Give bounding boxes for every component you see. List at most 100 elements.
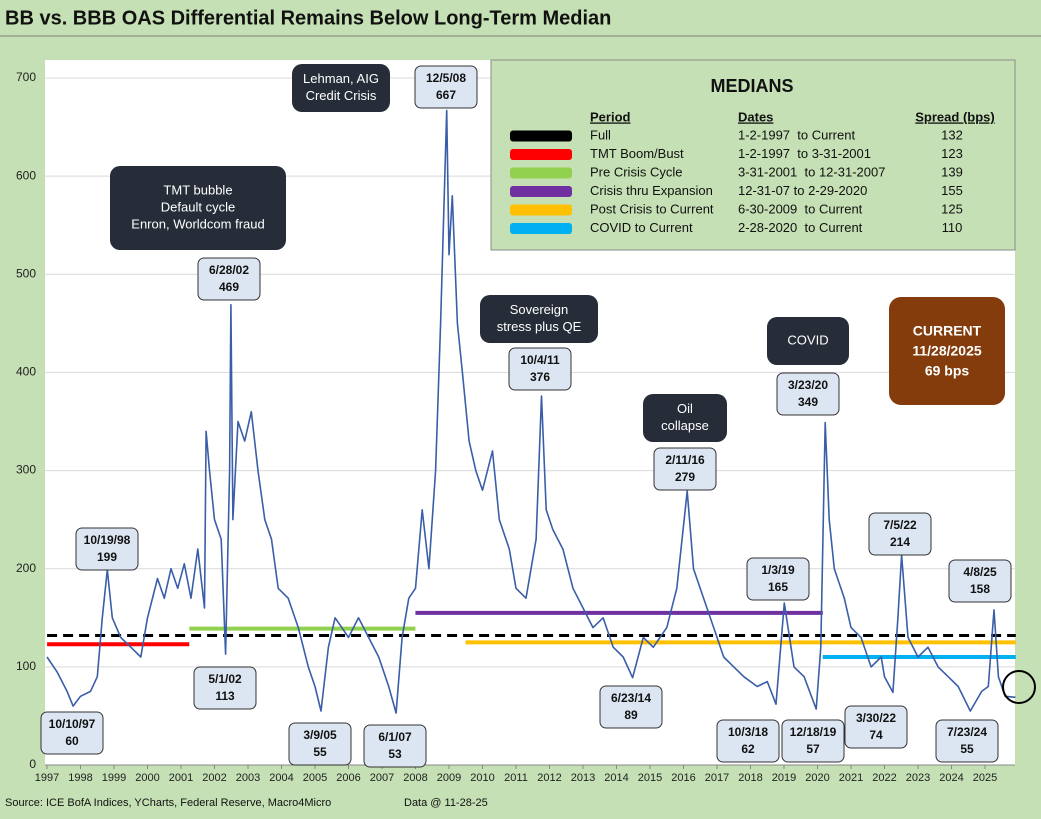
callout-date: 10/19/98	[84, 533, 131, 547]
medians-panel	[490, 59, 1016, 251]
x-tick-label: 2024	[939, 772, 963, 784]
callout-value: 199	[97, 550, 117, 564]
medians-header: Spread (bps)	[915, 109, 994, 124]
chart-title: BB vs. BBB OAS Differential Remains Belo…	[5, 7, 611, 29]
source: Source: ICE BofA Indices, YCharts, Feder…	[5, 797, 331, 809]
callout-box	[288, 722, 352, 766]
note-text: Credit Crisis	[306, 88, 377, 103]
callout-value: 74	[869, 728, 883, 742]
current-text: 69 bps	[925, 363, 970, 379]
callout-value: 62	[741, 742, 755, 756]
medians-dates: 1-2-1997 to Current	[738, 127, 855, 142]
callout-box	[193, 666, 257, 710]
medians-title: MEDIANS	[710, 76, 793, 96]
note-text: Enron, Worldcom fraud	[131, 216, 264, 231]
x-tick-label: 2025	[973, 772, 997, 784]
note-text: stress plus QE	[497, 319, 582, 334]
x-tick-label: 1998	[68, 772, 92, 784]
callout-date: 10/10/97	[49, 717, 96, 731]
callout-box	[948, 559, 1012, 603]
medians-swatch	[510, 130, 572, 142]
callout-date: 7/23/24	[947, 725, 987, 739]
callout-value: 214	[890, 535, 910, 549]
callout-box	[599, 685, 663, 729]
callout-date: 5/1/02	[208, 672, 242, 686]
callout-box	[197, 257, 261, 301]
callout-box	[508, 347, 572, 391]
note-box	[767, 317, 849, 365]
note-box	[480, 295, 598, 343]
y-tick-label: 100	[16, 659, 36, 673]
x-tick-label: 2007	[370, 772, 394, 784]
x-tick-label: 2008	[403, 772, 427, 784]
x-tick-label: 2016	[671, 772, 695, 784]
note-text: collapse	[661, 418, 709, 433]
callout-date: 12/5/08	[426, 71, 466, 85]
medians-dates: 1-2-1997 to 3-31-2001	[738, 146, 871, 161]
x-tick-label: 2017	[705, 772, 729, 784]
current-box	[889, 297, 1005, 405]
y-tick-label: 700	[16, 70, 36, 84]
x-tick-label: 2022	[872, 772, 896, 784]
callout-value: 376	[530, 370, 550, 384]
callout-date: 10/4/11	[520, 353, 560, 367]
x-tick-label: 2023	[906, 772, 930, 784]
callout-box	[414, 65, 478, 109]
medians-spread: 132	[941, 127, 963, 142]
medians-swatch	[510, 149, 572, 160]
medians-spread: 139	[941, 164, 963, 179]
callout-box	[40, 711, 104, 755]
x-tick-label: 2003	[236, 772, 260, 784]
x-tick-label: 2006	[336, 772, 360, 784]
x-tick-label: 2001	[169, 772, 193, 784]
callout-value: 165	[768, 580, 788, 594]
callout-date: 12/18/19	[790, 725, 837, 739]
medians-swatch	[510, 167, 572, 179]
note-box	[643, 394, 727, 442]
note-box	[110, 166, 286, 250]
x-tick-label: 2020	[805, 772, 829, 784]
x-tick-label: 1997	[35, 772, 59, 784]
callout-date: 1/3/19	[761, 563, 795, 577]
annotations: MEDIANS Period Dates Spread (bps) Full 1-2-19…	[40, 64, 1012, 768]
callout-date: 4/8/25	[963, 565, 997, 579]
medians-dates: 3-31-2001 to 12-31-2007	[738, 164, 885, 179]
x-tick-label: 1999	[102, 772, 126, 784]
callout-box	[75, 527, 139, 571]
medians-period: TMT Boom/Bust	[590, 146, 684, 161]
x-tick-label: 2004	[269, 772, 293, 784]
note-text: COVID	[787, 332, 828, 347]
callout-value: 469	[219, 280, 239, 294]
medians-swatch	[510, 223, 572, 234]
x-tick-label: 2018	[738, 772, 762, 784]
callout-date: 3/9/05	[303, 728, 337, 742]
medians-header: Dates	[738, 109, 773, 124]
medians-period: Post Crisis to Current	[590, 201, 714, 216]
x-tick-label: 2015	[638, 772, 662, 784]
callout-date: 6/1/07	[378, 730, 412, 744]
callout-date: 6/28/02	[209, 263, 249, 277]
callout-value: 55	[960, 742, 974, 756]
callout-box	[363, 724, 427, 768]
callout-value: 158	[970, 582, 990, 596]
callout-value: 53	[388, 747, 402, 761]
medians-header: Period	[590, 109, 631, 124]
medians-period: Crisis thru Expansion	[590, 183, 713, 198]
medians-period: Pre Crisis Cycle	[590, 164, 682, 179]
x-tick-label: 2005	[303, 772, 327, 784]
medians-dates: 6-30-2009 to Current	[738, 201, 863, 216]
current-marker	[1002, 670, 1036, 704]
callout-box	[781, 719, 845, 763]
callout-value: 667	[436, 88, 456, 102]
note-text: Lehman, AIG	[303, 71, 379, 86]
callout-box	[746, 557, 810, 601]
current-text: 11/28/2025	[912, 343, 982, 359]
note-text: Oil	[677, 401, 693, 416]
medians-swatch	[510, 204, 572, 216]
series-line	[46, 109, 1016, 714]
medians-dates: 12-31-07 to 2-29-2020	[738, 183, 867, 198]
callout-box	[653, 447, 717, 491]
x-tick-label: 2019	[772, 772, 796, 784]
y-tick-label: 300	[16, 463, 36, 477]
